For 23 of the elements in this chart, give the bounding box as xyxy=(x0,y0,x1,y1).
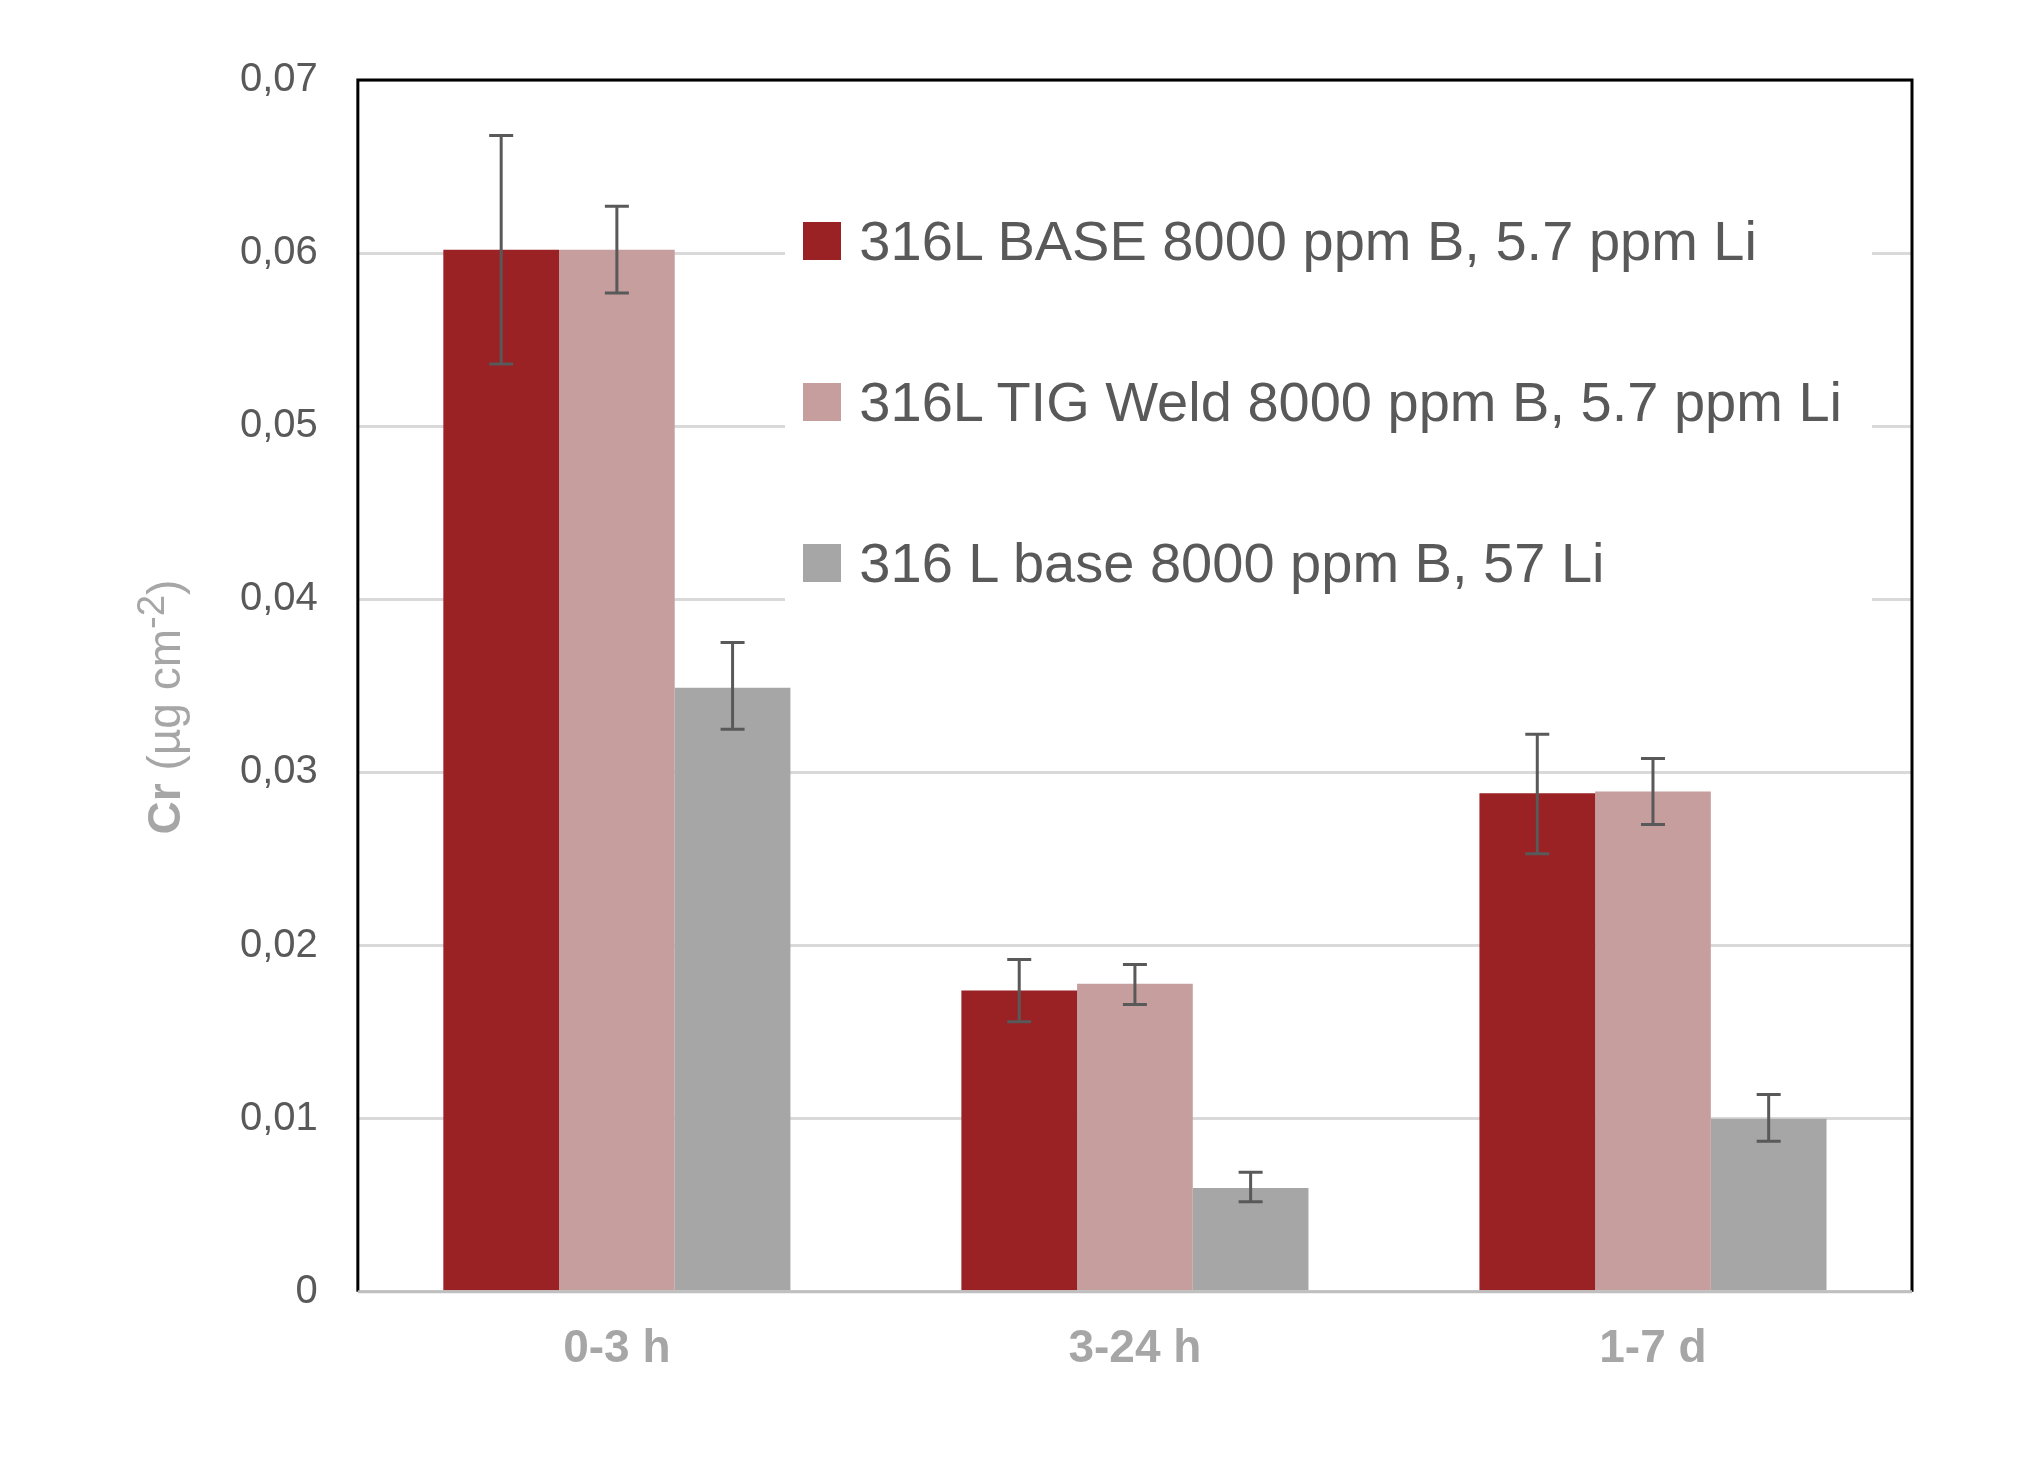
y-tick-label: 0,04 xyxy=(239,574,318,619)
y-tick-label: 0,07 xyxy=(239,55,318,100)
bar xyxy=(1710,1118,1827,1291)
y-tick-label: 0,01 xyxy=(239,1093,318,1138)
bar xyxy=(443,249,560,1291)
y-tick-label: 0,05 xyxy=(239,401,318,446)
y-tick-label: 0,06 xyxy=(239,228,318,273)
x-tick-label: 3-24 h xyxy=(1068,1320,1202,1373)
bar xyxy=(559,249,675,1291)
bar xyxy=(1192,1187,1309,1291)
y-tick-label: 0 xyxy=(295,1266,318,1311)
bar xyxy=(961,990,1078,1291)
legend-label: 316 L base 8000 ppm B, 57 Li xyxy=(859,530,1605,595)
legend-label: 316L BASE 8000 ppm B, 5.7 ppm Li xyxy=(859,208,1757,273)
bar xyxy=(1479,793,1596,1291)
x-tick-label: 1-7 d xyxy=(1599,1320,1707,1373)
legend-label: 316L TIG Weld 8000 ppm B, 5.7 ppm Li xyxy=(859,369,1842,434)
y-tick-label: 0,02 xyxy=(239,920,318,965)
y-tick-label: 0,03 xyxy=(239,747,318,792)
bar xyxy=(674,687,791,1291)
bar xyxy=(1077,983,1193,1291)
x-tick-label: 0-3 h xyxy=(563,1320,671,1373)
bar xyxy=(1595,791,1711,1291)
